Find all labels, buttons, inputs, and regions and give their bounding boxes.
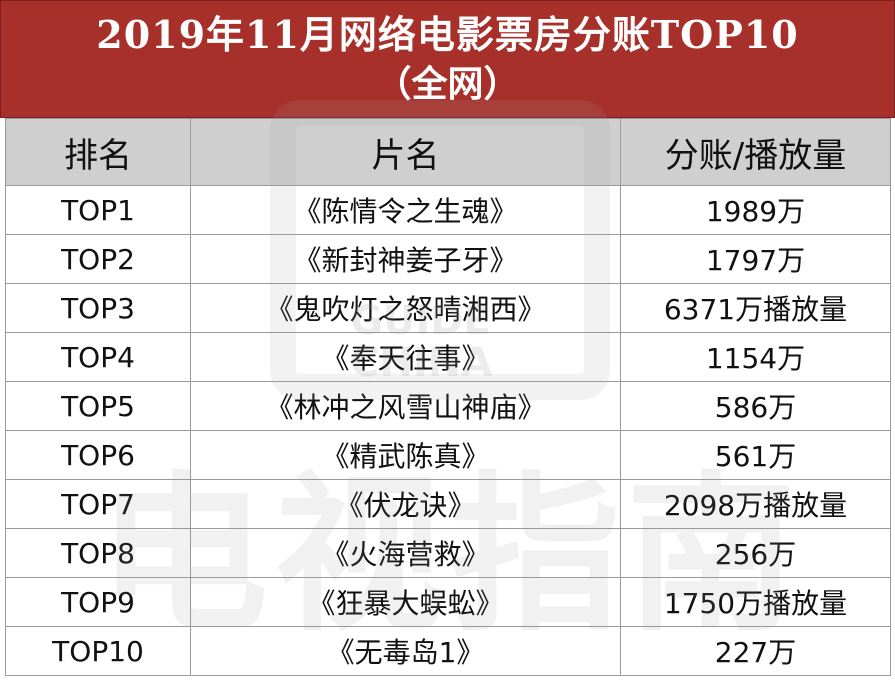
page-title: 2019年11月网络电影票房分账TOP10	[96, 12, 799, 57]
page-subtitle: （全网）	[375, 63, 520, 105]
revenue-cell: 586万	[620, 381, 891, 431]
table-row: TOP6 《精武陈真》 561万	[5, 430, 891, 480]
revenue-cell: 1797万	[620, 234, 891, 284]
revenue-cell: 6371万播放量	[620, 283, 891, 333]
rank-cell: TOP1	[5, 185, 191, 235]
table-row: TOP10 《无毒岛1》 227万	[5, 626, 891, 676]
rank-cell: TOP6	[5, 430, 191, 480]
revenue-cell: 227万	[620, 626, 891, 676]
table-row: TOP3 《鬼吹灯之怒晴湘西》 6371万播放量	[5, 283, 891, 333]
title-cell: 《狂暴大蜈蚣》	[190, 577, 621, 627]
table-row: TOP8 《火海营救》 256万	[5, 528, 891, 578]
rank-cell: TOP4	[5, 332, 191, 382]
header-title: 片名	[190, 118, 621, 186]
revenue-cell: 561万	[620, 430, 891, 480]
header-revenue: 分账/播放量	[620, 118, 891, 186]
title-cell: 《伏龙诀》	[190, 479, 621, 529]
rank-cell: TOP5	[5, 381, 191, 431]
rank-cell: TOP7	[5, 479, 191, 529]
title-cell: 《奉天往事》	[190, 332, 621, 382]
revenue-cell: 1750万播放量	[620, 577, 891, 627]
title-cell: 《陈情令之生魂》	[190, 185, 621, 235]
title-cell: 《鬼吹灯之怒晴湘西》	[190, 283, 621, 333]
table-row: TOP5 《林冲之风雪山神庙》 586万	[5, 381, 891, 431]
ranking-table: 排名 片名 分账/播放量 TOP1 《陈情令之生魂》 1989万 TOP2 《新封神姜子…	[5, 118, 891, 676]
revenue-cell: 1154万	[620, 332, 891, 382]
rank-cell: TOP8	[5, 528, 191, 578]
rank-cell: TOP2	[5, 234, 191, 284]
table-row: TOP2 《新封神姜子牙》 1797万	[5, 234, 891, 284]
header-rank: 排名	[5, 118, 191, 186]
rank-cell: TOP10	[5, 626, 191, 676]
table-row: TOP7 《伏龙诀》 2098万播放量	[5, 479, 891, 529]
rank-cell: TOP3	[5, 283, 191, 333]
table-header-row: 排名 片名 分账/播放量	[5, 118, 891, 186]
title-cell: 《新封神姜子牙》	[190, 234, 621, 284]
table-row: TOP4 《奉天往事》 1154万	[5, 332, 891, 382]
table-body: TOP1 《陈情令之生魂》 1989万 TOP2 《新封神姜子牙》 1797万 TOP3 《鬼…	[5, 185, 891, 676]
revenue-cell: 1989万	[620, 185, 891, 235]
title-cell: 《火海营救》	[190, 528, 621, 578]
rank-cell: TOP9	[5, 577, 191, 627]
table-row: TOP1 《陈情令之生魂》 1989万	[5, 185, 891, 235]
title-cell: 《无毒岛1》	[190, 626, 621, 676]
title-cell: 《林冲之风雪山神庙》	[190, 381, 621, 431]
title-cell: 《精武陈真》	[190, 430, 621, 480]
revenue-cell: 256万	[620, 528, 891, 578]
title-banner: 2019年11月网络电影票房分账TOP10 （全网）	[0, 0, 895, 118]
table-row: TOP9 《狂暴大蜈蚣》 1750万播放量	[5, 577, 891, 627]
revenue-cell: 2098万播放量	[620, 479, 891, 529]
